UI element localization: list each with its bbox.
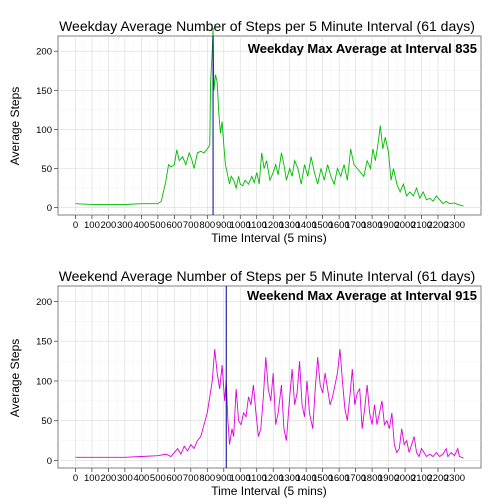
weekend-x-tick-label: 1600 xyxy=(329,473,350,484)
weekday-x-tick-label: 700 xyxy=(183,220,199,231)
weekday-plot-background xyxy=(57,35,482,216)
weekend-panel: Weekend Average Number of Steps per 5 Mi… xyxy=(8,268,482,498)
weekday-x-tick-label: 1700 xyxy=(345,220,366,231)
weekday-y-tick-label: 0 xyxy=(47,203,52,214)
weekday-x-tick-label: 100 xyxy=(84,220,100,231)
weekday-x-tick-label: 200 xyxy=(100,220,116,231)
weekday-x-tick-label: 600 xyxy=(166,220,182,231)
weekend-x-tick-label: 2300 xyxy=(444,473,465,484)
weekend-x-tick-label: 1400 xyxy=(296,473,317,484)
weekday-x-tick-label: 1600 xyxy=(329,220,350,231)
weekend-x-tick-label: 2100 xyxy=(411,473,432,484)
weekday-x-tick-label: 1100 xyxy=(247,220,267,231)
weekend-x-tick-label: 2200 xyxy=(427,473,448,484)
weekend-x-tick-label: 1900 xyxy=(378,473,399,484)
weekday-y-tick-label: 200 xyxy=(36,47,52,58)
weekend-x-tick-label: 200 xyxy=(100,473,116,484)
weekend-x-tick-label: 300 xyxy=(117,473,133,484)
weekday-x-tick-label: 300 xyxy=(117,220,133,231)
weekend-x-tick-label: 900 xyxy=(216,473,232,484)
weekday-x-tick-label: 2200 xyxy=(427,220,448,231)
weekday-x-tick-label: 1200 xyxy=(263,220,284,231)
weekday-x-tick-label: 1800 xyxy=(362,220,383,231)
weekend-y-tick-label: 200 xyxy=(36,297,52,308)
weekday-y-tick-label: 50 xyxy=(41,164,52,175)
weekend-y-tick-label: 50 xyxy=(41,416,52,427)
weekday-x-tick-label: 800 xyxy=(199,220,215,231)
weekday-x-axis-label: Time Interval (5 mins) xyxy=(211,231,327,245)
weekend-x-tick-label: 0 xyxy=(73,473,78,484)
weekend-x-tick-label: 1100 xyxy=(247,473,267,484)
weekday-x-tick-label: 1900 xyxy=(378,220,399,231)
weekend-y-tick-label: 0 xyxy=(47,456,52,467)
weekend-plot-background xyxy=(57,285,482,469)
weekday-x-tick-label: 1300 xyxy=(279,220,300,231)
weekday-x-tick-label: 0 xyxy=(73,220,78,231)
weekday-series xyxy=(75,27,464,215)
weekend-x-tick-label: 1800 xyxy=(362,473,383,484)
weekend-x-tick-label: 700 xyxy=(183,473,199,484)
weekday-x-tick-label: 2000 xyxy=(394,220,415,231)
weekend-series-line-0 xyxy=(75,349,464,459)
weekday-x-tick-label: 400 xyxy=(133,220,149,231)
weekday-x-tick-label: 1400 xyxy=(296,220,317,231)
weekend-grid xyxy=(58,286,481,468)
weekend-x-tick-label: 100 xyxy=(84,473,100,484)
weekday-title: Weekday Average Number of Steps per 5 Mi… xyxy=(59,18,475,34)
weekend-x-axis-label: Time Interval (5 mins) xyxy=(211,484,327,498)
weekday-x-tick-label: 2300 xyxy=(444,220,465,231)
weekend-x-tick-label: 1300 xyxy=(279,473,300,484)
weekday-x-tick-label: 1000 xyxy=(230,220,251,231)
weekday-y-tick-label: 150 xyxy=(36,86,52,97)
weekend-x-tick-label: 1200 xyxy=(263,473,284,484)
weekday-y-ticks: 0 50 100 150 200 xyxy=(36,47,58,214)
weekend-x-tick-label: 400 xyxy=(133,473,149,484)
weekend-x-ticks: 0 100 200 300 400 500 600 700 800 900100011001200… xyxy=(73,468,465,484)
weekend-x-tick-label: 500 xyxy=(150,473,166,484)
weekend-x-tick-label: 1500 xyxy=(312,473,333,484)
weekday-max-annotation: Weekday Max Average at Interval 835 xyxy=(248,41,477,56)
weekend-x-tick-label: 1700 xyxy=(345,473,366,484)
weekend-y-tick-label: 100 xyxy=(36,376,52,387)
weekday-grid xyxy=(58,36,481,215)
weekend-x-tick-label: 800 xyxy=(199,473,215,484)
weekend-y-tick-label: 150 xyxy=(36,337,52,348)
weekend-x-tick-label: 1000 xyxy=(230,473,251,484)
weekday-panel: Weekday Average Number of Steps per 5 Mi… xyxy=(8,18,482,245)
weekend-x-tick-label: 600 xyxy=(166,473,182,484)
weekday-x-tick-label: 500 xyxy=(150,220,166,231)
weekday-y-tick-label: 100 xyxy=(36,125,52,136)
weekend-y-axis-label: Average Steps xyxy=(8,339,22,418)
weekday-y-axis-label: Average Steps xyxy=(8,87,22,166)
weekday-x-tick-label: 2100 xyxy=(411,220,432,231)
weekend-max-annotation: Weekend Max Average at Interval 915 xyxy=(247,288,477,303)
weekend-y-ticks: 0 50 100 150 200 xyxy=(36,297,58,467)
weekend-series xyxy=(75,286,464,468)
weekday-series-line-0 xyxy=(75,27,464,207)
weekend-x-tick-label: 2000 xyxy=(394,473,415,484)
weekday-x-tick-label: 1500 xyxy=(312,220,333,231)
weekday-x-ticks: 0 100 200 300 400 500 600 700 800 900100011001200… xyxy=(73,215,465,231)
weekend-title: Weekend Average Number of Steps per 5 Mi… xyxy=(59,268,476,284)
weekday-x-tick-label: 900 xyxy=(216,220,232,231)
